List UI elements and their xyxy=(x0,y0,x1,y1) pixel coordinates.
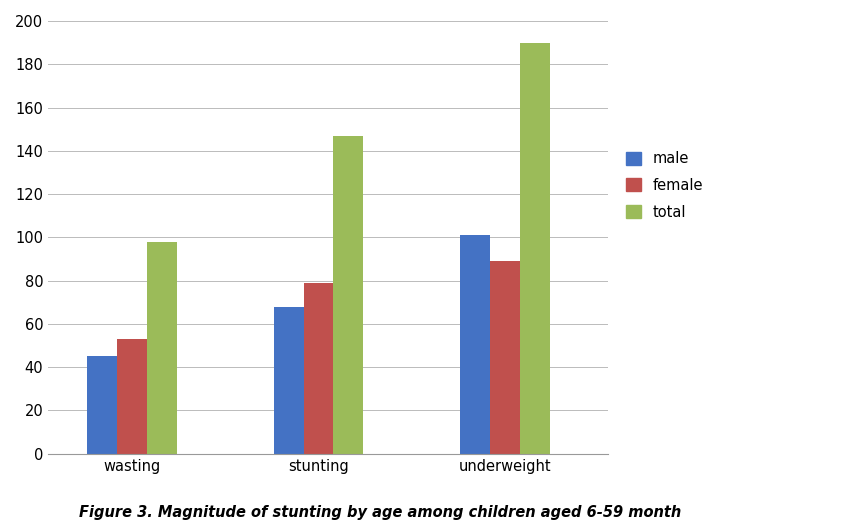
Bar xyxy=(460,235,490,453)
Bar xyxy=(490,261,520,453)
Bar xyxy=(274,306,304,453)
Bar xyxy=(87,356,117,453)
Bar xyxy=(520,42,550,453)
Text: Figure 3. Magnitude of stunting by age among children aged 6-59 month: Figure 3. Magnitude of stunting by age a… xyxy=(79,506,681,520)
Bar xyxy=(304,283,333,453)
Bar xyxy=(333,135,363,453)
Bar xyxy=(147,242,177,453)
Legend: male, female, total: male, female, total xyxy=(620,145,709,226)
Bar xyxy=(117,339,147,453)
